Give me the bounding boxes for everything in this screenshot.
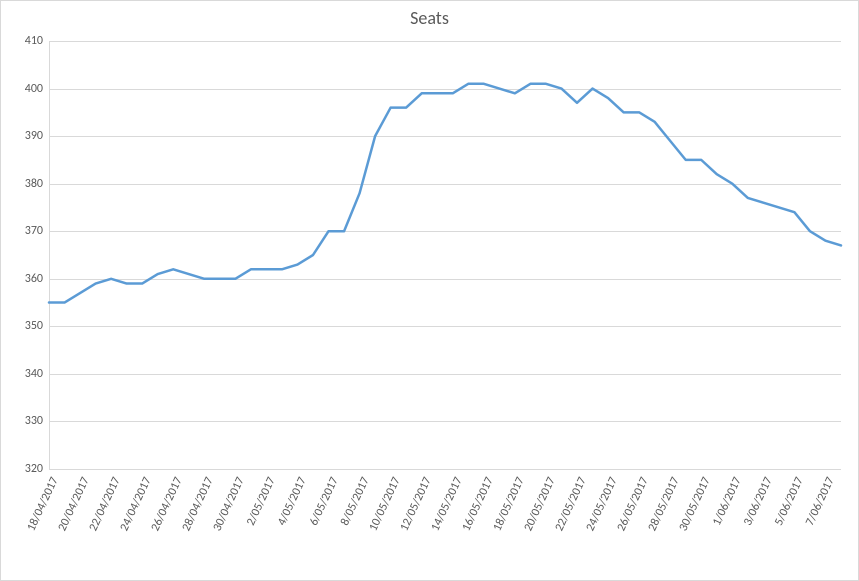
x-tick-label: 4/05/2017 — [276, 475, 311, 528]
y-tick-label: 320 — [25, 462, 49, 476]
y-tick-label: 400 — [25, 82, 49, 96]
y-tick-label: 390 — [25, 129, 49, 143]
chart-container: Seats 32033034035036037038039040041018/0… — [0, 0, 859, 581]
y-tick-label: 370 — [25, 224, 49, 238]
x-tick-label: 1/06/2017 — [710, 475, 745, 528]
chart-title: Seats — [1, 7, 858, 29]
x-tick-label: 30/04/2017 — [211, 475, 248, 533]
x-tick-label: 7/06/2017 — [804, 475, 839, 528]
y-tick-label: 360 — [25, 272, 49, 286]
x-tick-label: 3/06/2017 — [741, 475, 776, 528]
line-series — [49, 41, 841, 469]
x-tick-label: 8/05/2017 — [338, 475, 373, 528]
plot-area: 32033034035036037038039040041018/04/2017… — [49, 41, 841, 469]
y-tick-label: 380 — [25, 177, 49, 191]
x-tick-label: 30/05/2017 — [677, 475, 714, 533]
y-tick-label: 410 — [25, 34, 49, 48]
x-tick-label: 2/05/2017 — [244, 475, 279, 528]
x-tick-label: 6/05/2017 — [307, 475, 342, 528]
y-tick-label: 350 — [25, 319, 49, 333]
y-tick-label: 330 — [25, 414, 49, 428]
gridline — [49, 469, 841, 470]
y-tick-label: 340 — [25, 367, 49, 381]
x-tick-label: 5/06/2017 — [772, 475, 807, 528]
